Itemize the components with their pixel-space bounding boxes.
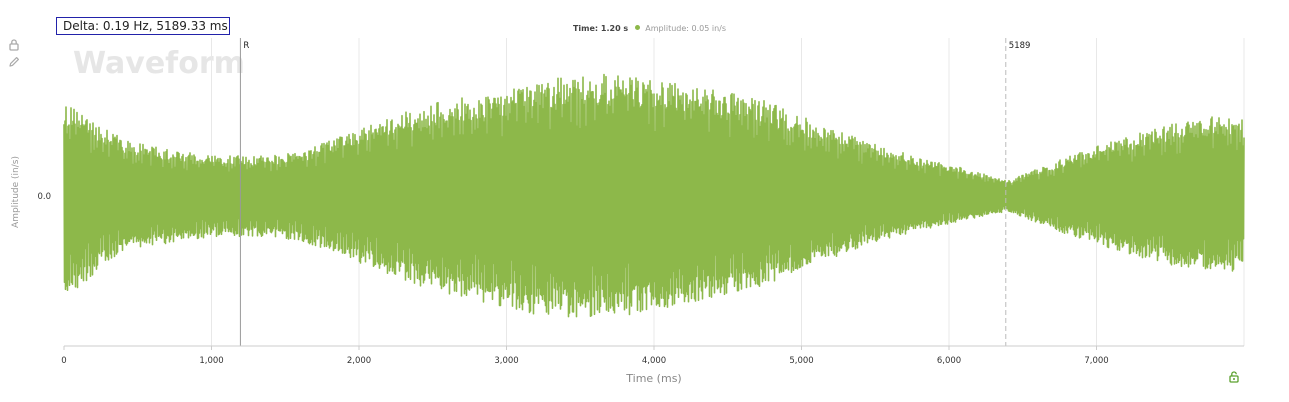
legend-series-dot <box>634 25 640 30</box>
x-tick-label: 4,000 <box>642 356 666 366</box>
legend-amplitude: Amplitude: 0.05 in/s <box>645 24 727 33</box>
y-axis-label: Amplitude (in/s) <box>11 156 21 228</box>
lock-icon[interactable] <box>7 38 21 52</box>
x-tick-label: 3,000 <box>494 356 518 366</box>
chart-title-watermark: Waveform <box>73 46 245 81</box>
waveform-line <box>63 73 1245 318</box>
x-tick-label: 0 <box>61 356 66 366</box>
chart-legend: Time: 1.20 s Amplitude: 0.05 in/s <box>0 24 1289 33</box>
unlock-icon[interactable] <box>1227 370 1241 384</box>
cursor-markers[interactable]: R 5189 <box>239 38 1031 346</box>
x-axis-label: Time (ms) <box>625 372 681 385</box>
waveform-series <box>63 73 1245 318</box>
x-tick-label: 2,000 <box>347 356 371 366</box>
y-tick-label: 0.0 <box>37 192 51 202</box>
x-tick-label: 7,000 <box>1084 356 1108 366</box>
x-tick-label: 1,000 <box>199 356 223 366</box>
pencil-icon[interactable] <box>7 55 21 69</box>
cursor-marker-label: 5189 <box>1009 41 1031 51</box>
axis-ticks: 0 1,000 2,000 3,000 4,000 5,000 6,000 7,000 0.0 <box>37 192 1108 366</box>
x-tick-label: 6,000 <box>937 356 961 366</box>
delta-readout: Delta: 0.19 Hz, 5189.33 ms <box>56 17 230 35</box>
legend-time: Time: 1.20 s <box>572 24 629 33</box>
x-tick-label: 5,000 <box>789 356 813 366</box>
cursor-marker-label: R <box>243 41 249 51</box>
